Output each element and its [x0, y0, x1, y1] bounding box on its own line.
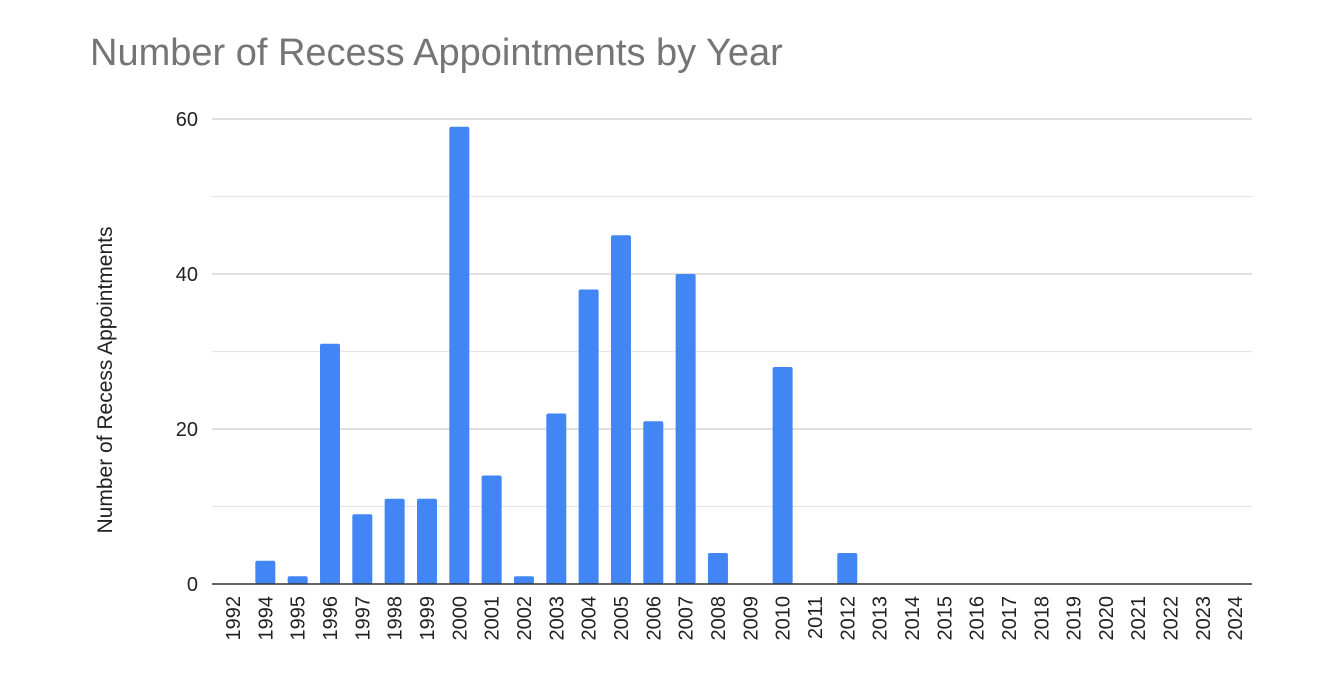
x-tick-label: 2014	[902, 596, 924, 641]
x-tick-label: 2007	[676, 596, 698, 641]
bar-2002	[513, 576, 534, 584]
x-tick-label: 2001	[482, 596, 504, 641]
x-tick-label: 2021	[1128, 596, 1150, 641]
x-tick-label: 2002	[514, 596, 536, 641]
x-tick-label: 2011	[805, 596, 827, 639]
bar-2001	[481, 475, 502, 584]
x-tick-label: 1998	[385, 596, 407, 641]
x-tick-label: 2012	[837, 596, 859, 641]
x-tick-label: 2006	[643, 596, 665, 641]
x-tick-label: 2024	[1225, 596, 1247, 641]
y-tick-label: 20	[176, 419, 198, 441]
bar-1994	[255, 560, 276, 584]
bar-2005	[610, 235, 631, 584]
gridlines	[212, 118, 1252, 508]
x-axis-ticks: 1992 1994 1995 1996 1997 1998 1999 2000 2001 2002…	[223, 596, 1247, 641]
y-tick-label: 0	[187, 574, 198, 596]
bar-2012	[837, 553, 858, 584]
x-tick-label: 2009	[740, 596, 762, 641]
x-tick-label: 2017	[999, 596, 1021, 641]
bar-1999	[416, 498, 437, 584]
y-axis-label: Number of Recess Appointments	[94, 227, 117, 534]
x-tick-label: 2020	[1096, 596, 1118, 641]
bar-2004	[578, 289, 599, 584]
x-tick-label: 2000	[449, 596, 471, 641]
x-tick-label: 1994	[255, 596, 277, 641]
chart-title: Number of Recess Appointments by Year	[90, 32, 783, 74]
x-tick-label: 2022	[1161, 596, 1183, 641]
x-tick-label: 2013	[870, 596, 892, 641]
x-tick-label: 1999	[417, 596, 439, 641]
x-tick-label: 2018	[1031, 596, 1053, 641]
y-tick-label: 60	[176, 109, 198, 131]
x-tick-label: 2023	[1193, 596, 1215, 641]
bar-1997	[352, 514, 373, 584]
x-tick-label: 1996	[320, 596, 342, 641]
bar-2007	[675, 274, 696, 584]
bar-2000	[449, 126, 470, 584]
y-axis-ticks: 0 20 40 60	[176, 109, 198, 596]
x-tick-label: 2019	[1064, 596, 1086, 641]
x-tick-label: 1995	[288, 596, 310, 641]
x-tick-label: 1997	[352, 596, 374, 641]
bar-1996	[319, 343, 340, 584]
bar-1995	[287, 576, 308, 584]
bar-1998	[384, 498, 405, 584]
bar-2006	[643, 421, 664, 584]
y-tick-label: 40	[176, 264, 198, 286]
x-tick-label: 2003	[546, 596, 568, 641]
x-tick-label: 2015	[934, 596, 956, 641]
x-tick-label: 2010	[773, 596, 795, 641]
bar-2010	[772, 367, 793, 584]
x-tick-label: 2005	[611, 596, 633, 641]
x-tick-label: 2004	[579, 596, 601, 641]
bar-2008	[707, 553, 728, 584]
x-tick-label: 2008	[708, 596, 730, 641]
bar-2003	[546, 413, 567, 584]
bars	[255, 126, 858, 584]
x-tick-label: 1992	[223, 596, 245, 641]
x-tick-label: 2016	[967, 596, 989, 641]
